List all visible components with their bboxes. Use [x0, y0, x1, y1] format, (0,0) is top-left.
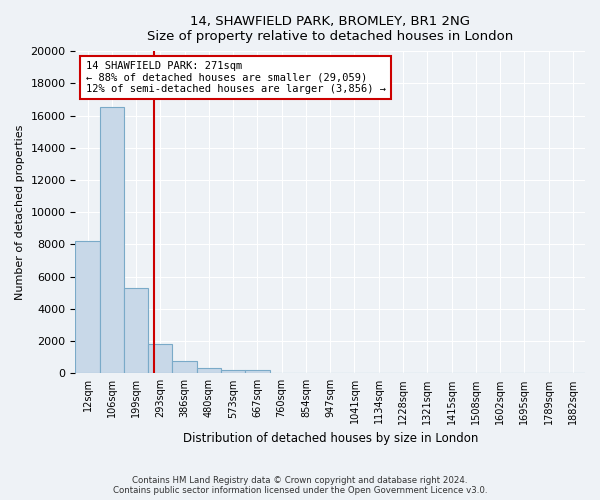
Bar	[197, 368, 221, 374]
Text: Contains HM Land Registry data © Crown copyright and database right 2024.
Contai: Contains HM Land Registry data © Crown c…	[113, 476, 487, 495]
Y-axis label: Number of detached properties: Number of detached properties	[15, 124, 25, 300]
Bar	[100, 108, 124, 374]
Bar	[148, 344, 172, 374]
Text: 14 SHAWFIELD PARK: 271sqm
← 88% of detached houses are smaller (29,059)
12% of s: 14 SHAWFIELD PARK: 271sqm ← 88% of detac…	[86, 61, 386, 94]
Bar	[245, 370, 269, 374]
X-axis label: Distribution of detached houses by size in London: Distribution of detached houses by size …	[182, 432, 478, 445]
Bar	[172, 361, 197, 374]
Bar	[221, 370, 245, 374]
Bar	[76, 241, 100, 374]
Bar	[124, 288, 148, 374]
Title: 14, SHAWFIELD PARK, BROMLEY, BR1 2NG
Size of property relative to detached house: 14, SHAWFIELD PARK, BROMLEY, BR1 2NG Siz…	[147, 15, 514, 43]
